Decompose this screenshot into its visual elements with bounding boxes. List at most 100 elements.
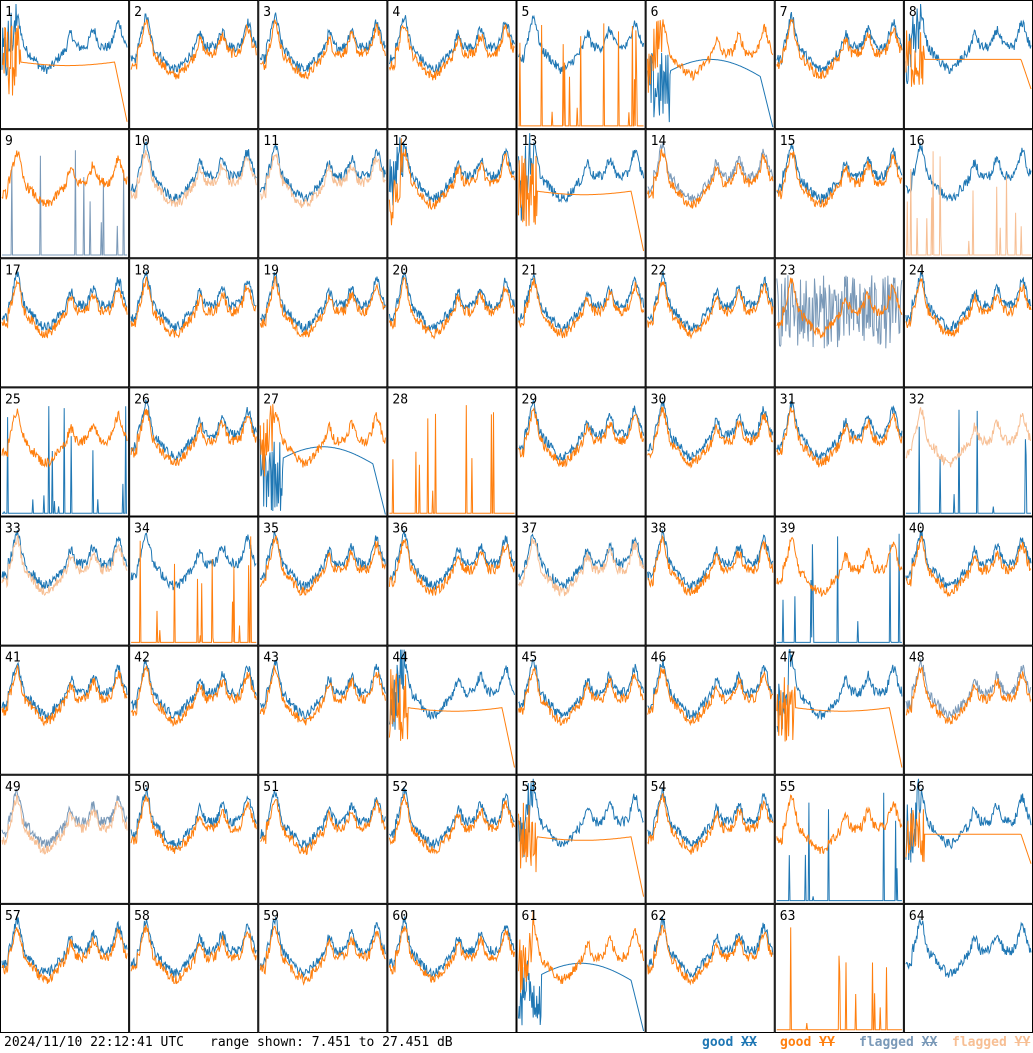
series-yy [905,278,1032,338]
panel-label: 62 [651,909,667,924]
panel-label: 55 [780,780,796,795]
panel-label: 42 [134,651,150,666]
panel-46: 46 [645,645,775,775]
series-yy [259,276,386,338]
series-yy [776,794,903,855]
panel-label: 20 [392,263,408,278]
series-yy [130,149,257,208]
series-xx [259,530,386,592]
panel-frame [774,387,904,517]
panel-16: 16 [903,129,1033,259]
panel-19: 19 [258,258,388,388]
series-yy [259,535,386,597]
series-xx [647,786,774,848]
panel-label: 49 [5,780,21,795]
series-yy [905,407,1032,468]
panel-27: 27 [258,387,388,517]
series-yy [905,809,1032,864]
series-xx [905,658,1032,720]
series-yy [647,19,774,93]
panel-36: 36 [387,516,517,646]
series-xx [647,270,774,333]
panel-label: 63 [780,909,796,924]
series-yy [776,927,902,1031]
panel-label: 57 [5,909,21,924]
panel-label: 47 [780,651,796,666]
series-yy [518,667,644,726]
panel-frame [258,129,388,259]
series-xx [130,271,257,332]
panel-4: 4 [387,0,517,130]
panel-frame [516,903,646,1033]
panel-6: 6 [645,0,775,130]
series-xx [776,792,902,902]
series-yy [776,407,903,468]
panel-2: 2 [129,0,259,130]
series-xx [905,142,1032,202]
series-yy [388,277,515,340]
panel-23: 23 [774,258,904,388]
panel-18: 18 [129,258,259,388]
panel-44: 44 [387,645,517,775]
panel-30: 30 [645,387,775,517]
panel-55: 55 [774,774,904,904]
panel-64: 64 [903,903,1033,1033]
series-yy [518,910,645,993]
panel-54: 54 [645,774,775,904]
series-yy [389,405,515,514]
panel-label: 16 [909,134,925,149]
timestamp: 2024/11/10 22:12:41 UTC [4,1035,185,1050]
series-xx [776,533,902,643]
series-yy [647,534,774,596]
panel-frame [258,645,388,775]
panel-41: 41 [0,645,130,775]
panel-14: 14 [645,129,775,259]
series-xx [388,271,515,332]
panel-label: 64 [909,909,925,924]
series-xx [905,529,1032,589]
series-xx [130,659,257,720]
series-yy [518,407,645,468]
series-yy [647,148,774,209]
series-xx [776,143,903,204]
series-xx [259,659,386,720]
panel-label: 25 [5,392,21,407]
panel-label: 7 [780,5,788,20]
series-xx [388,649,515,730]
panel-frame [774,258,904,388]
panel-1: 1 [0,0,130,130]
series-yy [130,924,257,985]
panel-label: 35 [263,522,279,537]
series-xx [2,150,128,256]
panel-frame [0,645,130,775]
panel-label: 51 [263,780,279,795]
panel-frame [387,258,517,388]
series-yy [647,667,774,727]
panel-63: 63 [774,903,904,1033]
series-yy [1,25,128,122]
panel-43: 43 [258,645,388,775]
panel-8: 8 [903,0,1033,130]
panel-frame [387,129,517,259]
panel-15: 15 [774,129,904,259]
panel-frame [387,903,517,1033]
series-yy [388,23,515,81]
series-yy [647,924,774,986]
panel-37: 37 [516,516,646,646]
panel-frame [0,903,130,1033]
panel-label: 6 [651,5,659,20]
panel-29: 29 [516,387,646,517]
series-xx [259,789,386,850]
panel-58: 58 [129,903,259,1033]
series-xx [905,271,1032,333]
series-xx [518,659,645,719]
series-yy [776,677,903,768]
series-yy [130,19,257,80]
panel-frame [774,516,904,646]
panel-label: 27 [263,392,279,407]
series-yy [647,792,774,855]
series-yy [259,404,386,477]
panel-59: 59 [258,903,388,1033]
series-xx [2,406,128,514]
panel-frame [645,129,775,259]
